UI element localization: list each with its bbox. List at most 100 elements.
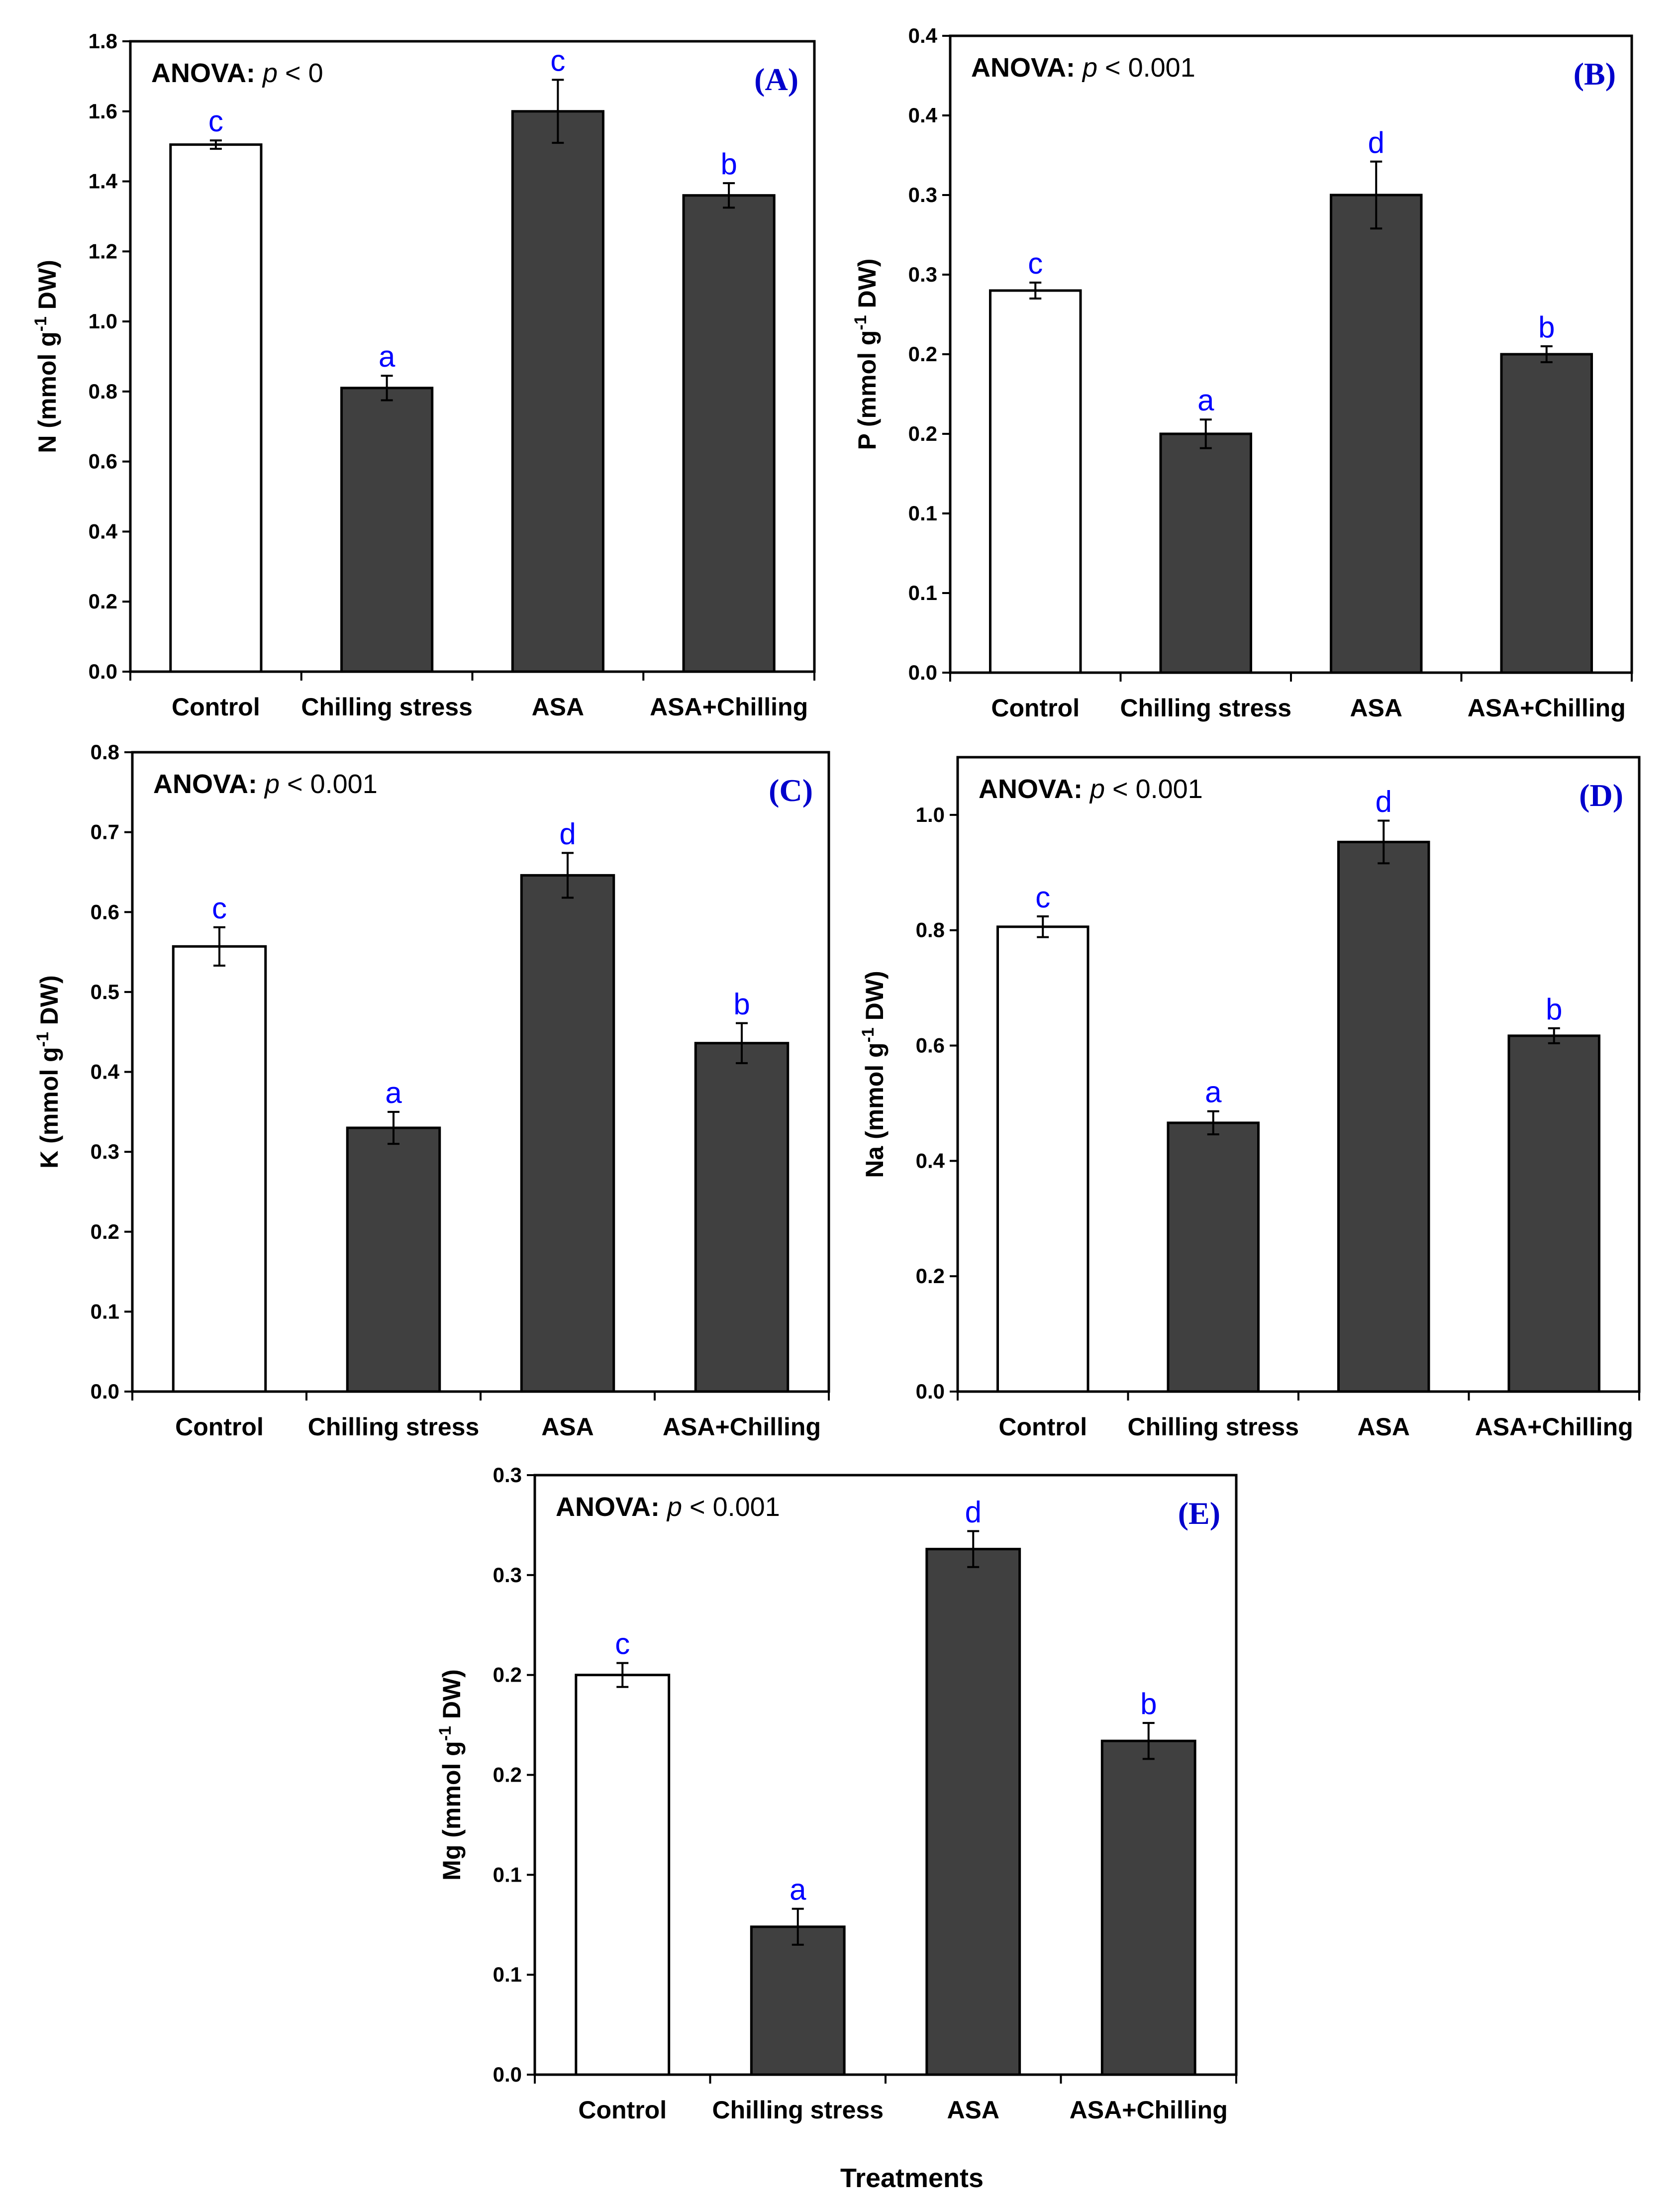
panel-label: (B) <box>1574 56 1616 92</box>
x-tick-label: ASA <box>947 2096 999 2124</box>
y-tick-label: 0.2 <box>89 590 117 613</box>
y-tick-label: 0.0 <box>89 660 117 683</box>
x-tick-label: Control <box>991 694 1080 722</box>
x-tick-label: ASA+Chilling <box>650 693 808 721</box>
significance-letter: d <box>559 817 576 850</box>
y-axis-label-superscript: -1 <box>33 1032 52 1047</box>
anova-stat: p <box>1082 53 1097 83</box>
y-tick-label: 1.8 <box>89 29 117 53</box>
panel-label: (D) <box>1579 778 1623 813</box>
y-tick-label: 0.7 <box>91 820 119 844</box>
significance-letter: c <box>212 892 227 925</box>
panel-label: (A) <box>754 62 798 97</box>
chart-panel-e: 0.0 0.1 0.1 0.2 0.2 0.3 0.3 Control Chilling str… <box>436 1463 1238 2124</box>
significance-letter: c <box>1035 881 1050 914</box>
bar <box>511 110 604 673</box>
y-tick-label: 0.8 <box>916 918 945 942</box>
bar <box>925 1548 1021 2076</box>
bar <box>169 143 263 673</box>
x-tick-label: ASA+Chilling <box>1475 1413 1633 1441</box>
x-tick-label: ASA+Chilling <box>663 1413 821 1441</box>
x-tick-label: ASA <box>532 693 585 721</box>
x-tick-label: ASA+Chilling <box>1070 2096 1228 2124</box>
significance-letter: b <box>1538 310 1555 344</box>
anova-annotation: ANOVA: p < 0.001 <box>153 769 378 799</box>
x-tick-label: ASA <box>1350 694 1402 722</box>
bar <box>750 1925 846 2076</box>
y-tick-label: 0.0 <box>493 2063 522 2086</box>
significance-letter: d <box>965 1495 982 1528</box>
y-tick-label: 0.1 <box>493 1963 522 1986</box>
y-axis-label-end: DW) <box>853 259 881 315</box>
y-tick-label: 0.4 <box>91 1060 120 1084</box>
chart-panel-b: 0.0 0.1 0.1 0.2 0.2 0.3 0.3 0.4 0.4 Control Chilli… <box>851 24 1633 722</box>
y-axis-label-main: N (mmol g <box>33 331 61 453</box>
y-tick-label: 0.2 <box>908 342 937 366</box>
y-tick-label: 1.4 <box>89 170 118 193</box>
significance-letter: a <box>1197 384 1214 417</box>
significance-letter: c <box>1028 247 1043 280</box>
y-axis-label-superscript: -1 <box>851 315 870 330</box>
x-tick-label: ASA <box>1357 1413 1410 1441</box>
anova-annotation: ANOVA: p < 0.001 <box>971 53 1195 83</box>
y-tick-label: 0.2 <box>493 1663 522 1687</box>
y-tick-label: 0.2 <box>916 1264 945 1288</box>
bar <box>340 387 434 673</box>
y-tick-label: 0.0 <box>916 1380 945 1403</box>
bar <box>520 874 615 1393</box>
significance-letter: b <box>1546 993 1562 1026</box>
y-tick-label: 0.2 <box>91 1220 119 1243</box>
y-axis-label-end: DW) <box>33 260 61 316</box>
y-tick-label: 0.3 <box>493 1463 522 1487</box>
significance-letter: c <box>615 1627 630 1661</box>
significance-letter: c <box>550 44 565 77</box>
y-axis-label-superscript: -1 <box>436 1726 455 1741</box>
significance-letter: a <box>379 340 395 373</box>
y-tick-label: 1.0 <box>916 803 945 826</box>
y-tick-label: 0.6 <box>89 450 117 473</box>
y-axis-label-end: DW) <box>438 1669 466 1726</box>
y-tick-label: 0.3 <box>493 1563 522 1587</box>
anova-stat: p <box>262 58 278 88</box>
bar <box>1507 1034 1601 1393</box>
y-tick-label: 1.6 <box>89 100 117 123</box>
anova-value: < 0.001 <box>682 1492 780 1522</box>
anova-annotation: ANOVA: p < 0.001 <box>979 774 1203 804</box>
x-tick-label: Chilling stress <box>1120 694 1291 722</box>
y-tick-label: 0.1 <box>91 1300 119 1323</box>
chart-panel-d: 0.0 0.2 0.4 0.6 0.8 1.0 Control Chilling stress… <box>859 756 1641 1441</box>
significance-letter: d <box>1376 785 1392 818</box>
y-tick-label: 0.3 <box>908 183 937 206</box>
y-tick-label: 0.3 <box>908 263 937 286</box>
x-tick-label: Chilling stress <box>301 693 473 721</box>
x-tick-label: Chilling stress <box>1127 1413 1299 1441</box>
y-tick-label: 0.0 <box>91 1380 119 1403</box>
significance-letter: a <box>1205 1076 1222 1109</box>
y-axis-label-end: DW) <box>35 975 63 1032</box>
y-tick-label: 0.2 <box>493 1763 522 1787</box>
significance-letter: b <box>733 988 750 1021</box>
anova-value: < 0 <box>278 58 323 88</box>
bar <box>1167 1121 1260 1393</box>
anova-annotation: ANOVA: p < 0 <box>151 58 323 88</box>
anova-value: < 0.001 <box>1097 53 1195 83</box>
y-axis-label-superscript: -1 <box>859 1027 878 1042</box>
x-tick-label: ASA+Chilling <box>1468 694 1626 722</box>
bar <box>1500 353 1593 674</box>
y-tick-label: 0.5 <box>91 980 119 1003</box>
y-axis-label-main: P (mmol g <box>853 330 881 450</box>
y-axis-label: P (mmol g-1 DW) <box>851 259 881 450</box>
bar <box>988 289 1082 674</box>
y-tick-label: 0.6 <box>916 1034 945 1057</box>
x-tick-label: Chilling stress <box>712 2096 884 2124</box>
y-tick-label: 0.8 <box>91 740 119 764</box>
y-axis-label: Na (mmol g-1 DW) <box>859 971 889 1178</box>
y-tick-label: 0.3 <box>91 1140 119 1163</box>
significance-letter: b <box>1140 1687 1157 1720</box>
bar <box>682 194 776 673</box>
x-tick-label: Control <box>175 1413 264 1441</box>
y-axis-label-main: Na (mmol g <box>861 1042 889 1178</box>
y-tick-label: 0.4 <box>89 519 118 543</box>
anova-prefix: ANOVA: <box>151 58 263 88</box>
